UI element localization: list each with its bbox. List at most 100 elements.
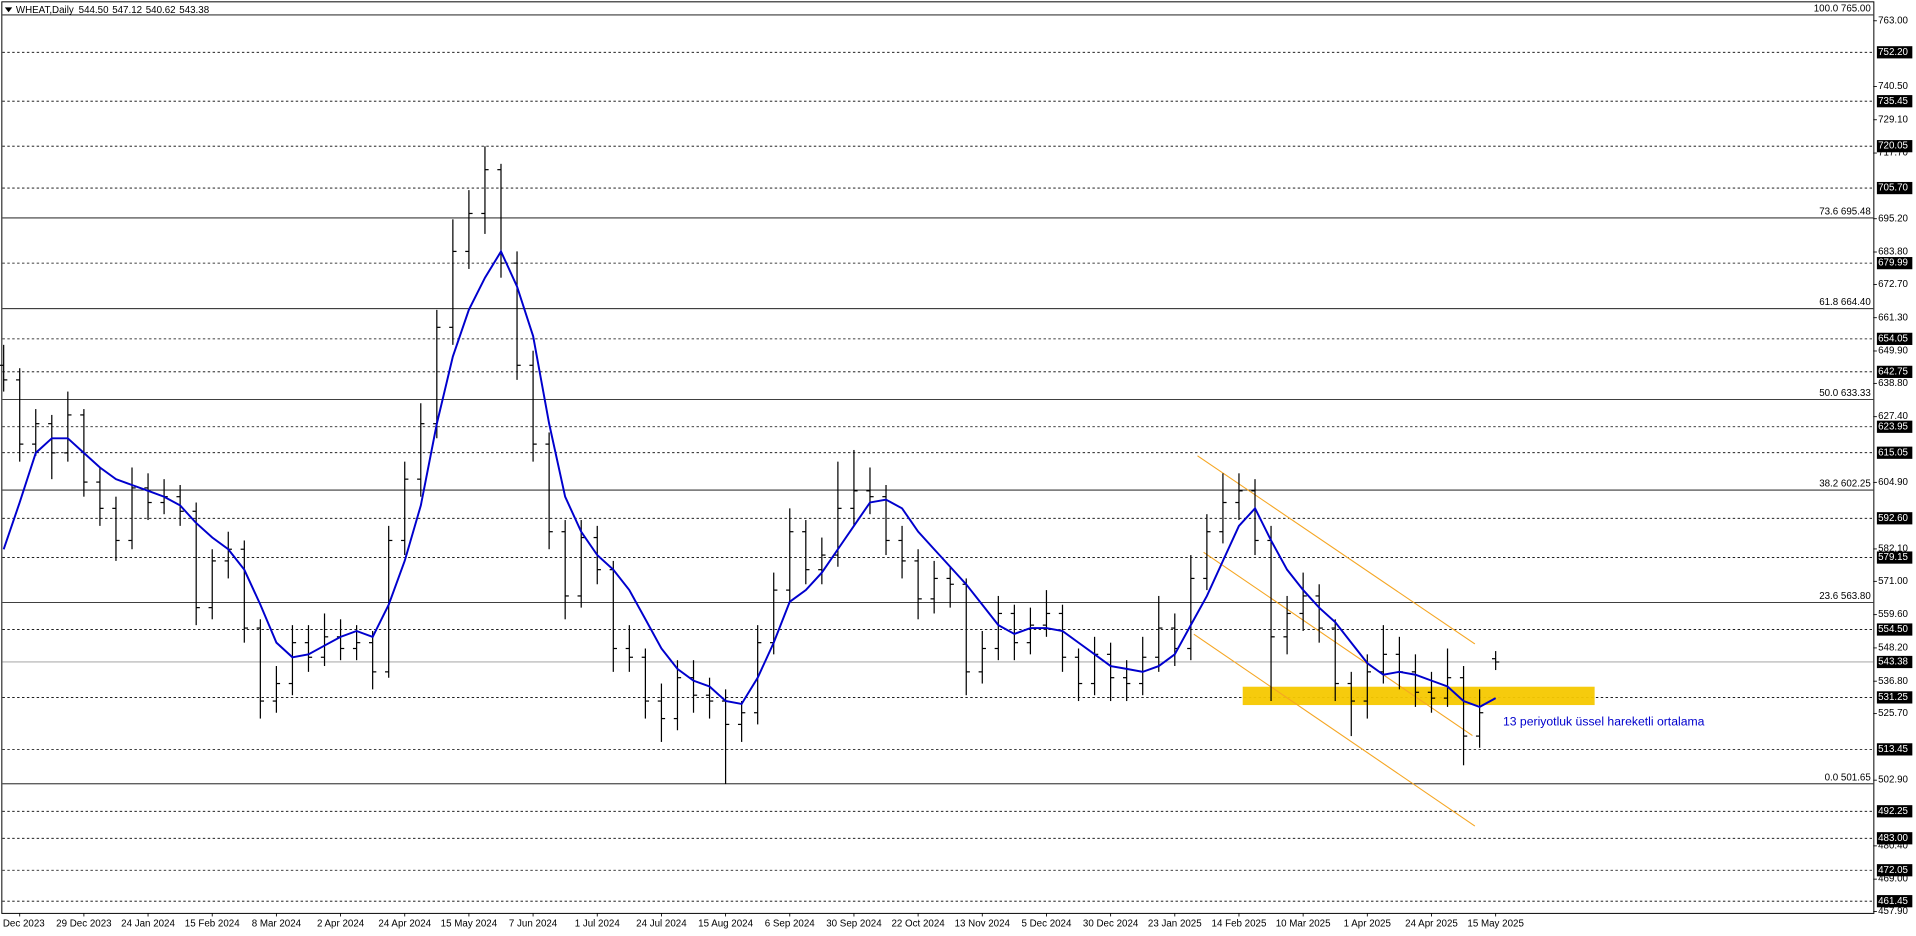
header-low: 540.62: [146, 4, 176, 15]
x-tick-label: 15 Aug 2024: [698, 918, 753, 929]
fib-label: 0.0 501.65: [1825, 772, 1872, 783]
level-label: 483.00: [1878, 833, 1908, 844]
level-box: [1876, 420, 1913, 433]
x-tick-label: 22 Oct 2024: [892, 918, 946, 929]
level-box: [1876, 140, 1913, 153]
x-tick-label: 13 Nov 2024: [955, 918, 1011, 929]
y-tick-label: 672.70: [1878, 279, 1908, 290]
fib-label: 50.0 633.33: [1819, 388, 1871, 399]
y-tick-label: 661.30: [1878, 312, 1908, 323]
header-close: 543.38: [179, 4, 209, 15]
y-tick-label: 469.00: [1878, 874, 1908, 885]
fib-label: 73.6 695.48: [1819, 206, 1871, 217]
x-tick-label: 7 Jun 2024: [509, 918, 558, 929]
level-box: [1876, 365, 1913, 378]
level-box: [1876, 743, 1913, 756]
level-box: [1876, 181, 1913, 195]
level-box: [1876, 832, 1913, 845]
y-tick-label: 740.50: [1878, 81, 1908, 92]
x-tick-label: 24 Apr 2025: [1405, 918, 1458, 929]
y-tick-label: 582.10: [1878, 544, 1908, 555]
level-label: 492.25: [1878, 806, 1908, 817]
level-label: 579.15: [1878, 552, 1908, 563]
level-box: [1876, 257, 1913, 270]
x-tick-label: 1 Apr 2025: [1344, 918, 1392, 929]
x-tick-label: 10 Mar 2025: [1276, 918, 1331, 929]
channel-mid: [1203, 551, 1473, 737]
level-box: [1876, 691, 1913, 704]
x-tick-label: 29 Dec 2023: [56, 918, 111, 929]
channel-top: [1197, 455, 1476, 645]
x-tick-label: 15 May 2025: [1467, 918, 1524, 929]
level-box: [1876, 895, 1913, 908]
y-tick-label: 729.10: [1878, 114, 1908, 125]
level-box: [1876, 332, 1913, 345]
level-label: 531.25: [1878, 692, 1908, 703]
level-box: [1876, 446, 1913, 459]
chart-header: WHEAT,Daily 544.50 547.12 540.62 543.38: [16, 4, 209, 15]
header-high: 547.12: [112, 4, 142, 15]
x-tick-label: 5 Dec 2024: [1021, 918, 1072, 929]
y-tick-label: 638.80: [1878, 378, 1908, 389]
y-tick-label: 683.80: [1878, 247, 1908, 258]
y-tick-label: 525.70: [1878, 708, 1908, 719]
x-tick-label: 24 Apr 2024: [378, 918, 431, 929]
level-box: [1876, 95, 1913, 108]
level-label: 752.20: [1878, 47, 1908, 58]
ema-annotation: 13 periyotluk üssel hareketli ortalama: [1503, 714, 1705, 728]
x-tick-label: 24 Jul 2024: [636, 918, 687, 929]
y-tick-label: 457.90: [1878, 906, 1908, 917]
level-label: 679.99: [1878, 258, 1908, 269]
level-box: [1876, 864, 1913, 877]
x-tick-label: 6 Sep 2024: [765, 918, 816, 929]
level-label: 615.05: [1878, 447, 1908, 458]
y-tick-label: 763.00: [1878, 15, 1908, 26]
x-tick-label: 14 Feb 2025: [1212, 918, 1267, 929]
fib-label: 38.2 602.25: [1819, 479, 1871, 490]
x-tick-label: 15 Feb 2024: [185, 918, 240, 929]
level-label: 705.70: [1878, 183, 1908, 194]
y-tick-label: 717.70: [1878, 148, 1908, 159]
level-label: 513.45: [1878, 744, 1908, 755]
level-box: [1876, 623, 1913, 636]
x-tick-label: 30 Sep 2024: [826, 918, 882, 929]
y-tick-label: 480.40: [1878, 840, 1908, 851]
level-box: [1876, 46, 1913, 59]
level-box: [1876, 551, 1913, 564]
y-tick-label: 627.40: [1878, 411, 1908, 422]
level-label: 654.05: [1878, 333, 1908, 344]
level-label: 735.45: [1878, 96, 1908, 107]
x-tick-label: 30 Dec 2024: [1083, 918, 1139, 929]
current-price-label: 543.38: [1878, 657, 1908, 668]
x-tick-label: 15 May 2024: [441, 918, 498, 929]
level-box: [1876, 805, 1913, 818]
level-label: 592.60: [1878, 513, 1908, 524]
current-price-box: [1876, 655, 1913, 669]
level-label: 554.50: [1878, 624, 1908, 635]
y-tick-label: 548.20: [1878, 642, 1908, 653]
y-tick-label: 695.20: [1878, 213, 1908, 224]
x-tick-label: 24 Jan 2024: [121, 918, 175, 929]
x-tick-label: 2 Apr 2024: [317, 918, 365, 929]
y-tick-label: 536.80: [1878, 676, 1908, 687]
x-tick-label: 1 Jul 2024: [575, 918, 621, 929]
channel-bottom: [1193, 633, 1476, 827]
menu-triangle: [4, 7, 13, 13]
y-tick-label: 571.00: [1878, 576, 1908, 587]
fib-label: 23.6 563.80: [1819, 591, 1871, 602]
level-label: 642.75: [1878, 366, 1908, 377]
level-label: 720.05: [1878, 141, 1908, 152]
fib-label: 100.0 765.00: [1814, 3, 1872, 14]
fib-label: 61.8 664.40: [1819, 297, 1871, 308]
ema-line: [2, 249, 1497, 708]
y-tick-label: 649.90: [1878, 346, 1908, 357]
level-label: 461.45: [1878, 896, 1908, 907]
support-zone: [1242, 686, 1595, 706]
level-label: 623.95: [1878, 421, 1908, 432]
plot-frame: [1, 1, 1875, 914]
y-tick-label: 502.90: [1878, 775, 1908, 786]
x-tick-label: 6 Dec 2023: [0, 918, 45, 929]
x-tick-label: 8 Mar 2024: [252, 918, 302, 929]
y-tick-label: 559.60: [1878, 609, 1908, 620]
